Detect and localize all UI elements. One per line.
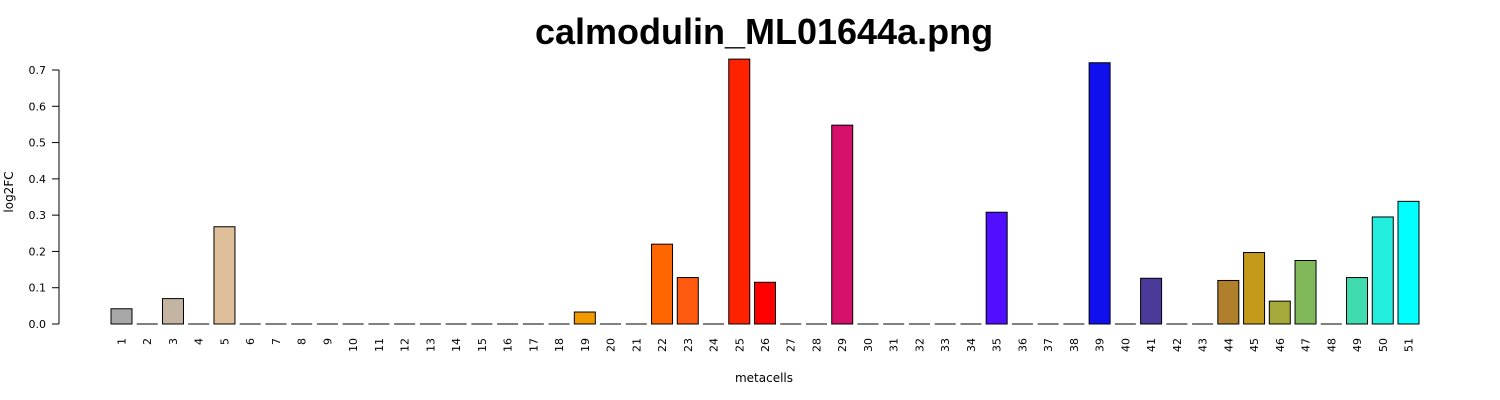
x-tick-label: 39 [1094,338,1107,352]
bar [754,281,776,325]
bar [1397,200,1420,325]
x-tick-label: 11 [373,338,386,352]
x-tick-label: 37 [1042,338,1055,352]
x-tick-label: 19 [579,338,592,352]
x-tick-label: 45 [1248,338,1261,352]
x-tick-label: 43 [1197,338,1210,352]
x-tick-label: 10 [347,338,360,352]
y-tick-label: 0.6 [29,100,47,113]
x-tick-label: 13 [424,338,437,352]
x-axis-label: metacells [735,371,793,385]
x-tick-label: 40 [1119,338,1132,352]
bar [213,226,236,325]
x-tick-label: 42 [1171,338,1184,352]
x-tick-label: 29 [836,338,849,352]
x-tick-label: 17 [527,338,540,352]
bar [651,243,674,325]
x-tick-label: 2 [141,338,154,345]
x-tick-label: 9 [321,338,334,345]
x-tick-label: 41 [1145,338,1158,352]
bar [1346,277,1369,325]
bar [1243,252,1266,325]
x-tick-label: 12 [399,338,412,352]
bar [728,58,751,325]
x-tick-label: 34 [965,338,978,352]
x-tick-label: 28 [810,338,823,352]
bar [110,308,133,325]
x-tick-label: 7 [270,338,283,345]
bars [110,58,1420,325]
bar [676,277,699,325]
bar [1217,279,1240,325]
x-tick-label: 16 [502,338,515,352]
x-tick-label: 5 [218,338,231,345]
x-tick-label: 23 [682,338,695,352]
x-tick-label: 21 [630,338,643,352]
x-tick-label: 6 [244,338,257,345]
y-tick-label: 0.7 [29,64,47,77]
x-tick-label: 26 [759,338,772,352]
chart-title: calmodulin_ML01644a.png [535,11,993,52]
x-tick-label: 15 [476,338,489,352]
bar [1268,300,1291,325]
x-tick-label: 3 [167,338,180,345]
x-tick-label: 51 [1403,338,1416,352]
bar [1371,216,1394,325]
y-tick-label: 0.2 [29,245,47,258]
x-tick-label: 38 [1068,338,1081,352]
y-tick-label: 0.5 [29,137,47,150]
bar [1140,277,1163,325]
x-tick-label: 22 [656,338,669,352]
x-tick-label: 36 [1016,338,1029,352]
x-tick-label: 18 [553,338,566,352]
y-tick-label: 0.3 [29,209,47,222]
x-tick-label: 33 [939,338,952,352]
y-tick-label: 0.1 [29,282,47,295]
x-tick-label: 48 [1325,338,1338,352]
x-tick-label: 27 [785,338,798,352]
x-tick-label: 46 [1274,338,1287,352]
x-tick-label: 24 [708,338,721,352]
x-tick-label: 50 [1377,338,1390,352]
x-tick-labels: 1 2 3 4 5 6 7 8 9 10 11 12 13 14 15 16 17 18 19 20 21 22 23 24 2… [116,338,1416,352]
x-tick-label: 8 [296,338,309,345]
y-tick-label: 0.4 [29,173,47,186]
x-tick-label: 31 [888,338,901,352]
x-tick-label: 32 [913,338,926,352]
x-tick-label: 49 [1351,338,1364,352]
y-axis: 0.0 0.1 0.2 0.3 0.4 0.5 0.6 0.7 [29,64,60,331]
bar [573,311,596,325]
x-tick-label: 30 [862,338,875,352]
bar [831,124,854,325]
x-tick-label: 1 [116,338,129,345]
x-tick-label: 35 [991,338,1004,352]
bar [985,211,1008,325]
x-tick-label: 20 [605,338,618,352]
x-tick-label: 47 [1300,338,1313,352]
y-axis-label: log2FC [2,171,16,212]
x-tick-label: 25 [733,338,746,352]
x-tick-label: 4 [193,338,206,345]
x-tick-label: 14 [450,338,463,352]
x-tick-label: 44 [1222,338,1235,352]
bar [161,298,184,325]
bar [1088,62,1111,325]
y-tick-label: 0.0 [29,318,47,331]
bar [1294,260,1317,325]
